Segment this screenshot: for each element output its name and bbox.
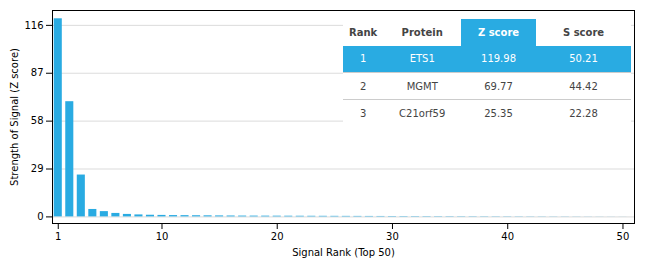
html-text:S score: S score bbox=[563, 26, 605, 38]
html-text:Rank: Rank bbox=[349, 26, 378, 38]
svg-text:40: 40 bbox=[501, 231, 514, 242]
svg-text:29: 29 bbox=[31, 163, 44, 174]
html-text:Protein: Protein bbox=[401, 26, 443, 38]
svg-text:20: 20 bbox=[271, 231, 284, 242]
html-text:MGMT: MGMT bbox=[406, 80, 438, 92]
html-text:C21orf59: C21orf59 bbox=[399, 107, 446, 119]
html-text:25.35: 25.35 bbox=[484, 107, 513, 119]
svg-text:50: 50 bbox=[617, 231, 630, 242]
html-text:44.42: 44.42 bbox=[569, 80, 598, 92]
svg-text:58: 58 bbox=[31, 115, 44, 126]
html-text:69.77: 69.77 bbox=[484, 80, 513, 92]
svg-text:10: 10 bbox=[156, 231, 169, 242]
html-text:2: 2 bbox=[360, 80, 367, 92]
html-text:1: 1 bbox=[360, 53, 367, 65]
svg-text:Signal Rank (Top 50): Signal Rank (Top 50) bbox=[292, 247, 395, 258]
html-text:Z score: Z score bbox=[477, 26, 520, 38]
html-text:50.21: 50.21 bbox=[569, 53, 598, 65]
svg-text:1: 1 bbox=[55, 231, 61, 242]
html-text:119.98: 119.98 bbox=[481, 53, 516, 65]
svg-text:116: 116 bbox=[24, 20, 43, 31]
html-text:22.28: 22.28 bbox=[569, 107, 598, 119]
svg-text:Strength of Signal (Z score): Strength of Signal (Z score) bbox=[9, 48, 20, 186]
html-text:ETS1: ETS1 bbox=[409, 53, 435, 65]
html-text:3: 3 bbox=[360, 107, 367, 119]
svg-text:0: 0 bbox=[37, 211, 43, 222]
svg-text:87: 87 bbox=[31, 67, 44, 78]
svg-text:30: 30 bbox=[386, 231, 399, 242]
